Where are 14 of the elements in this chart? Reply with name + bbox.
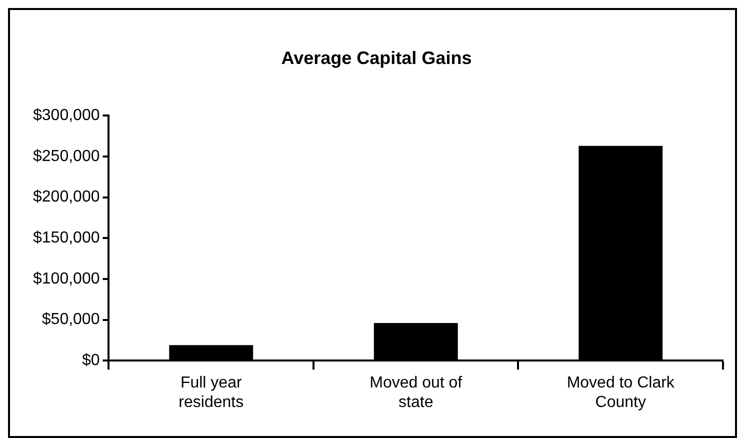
y-tick-label: $250,000 [33,148,100,165]
y-tick-label: $300,000 [33,107,100,124]
bar [169,345,254,360]
chart-title: Average Capital Gains [281,48,472,68]
x-tick-label: Moved to Clark County [566,374,676,411]
x-tick-label: Full year residents [178,374,244,411]
bar [578,146,663,360]
y-tick-label: $0 [82,352,100,370]
y-tick-label: $200,000 [33,188,100,206]
bar [374,323,458,360]
x-tick-label: Moved out of state [370,374,463,411]
y-tick-label: $50,000 [42,311,100,328]
y-tick-label: $150,000 [33,230,100,247]
y-tick-label: $100,000 [33,270,100,288]
